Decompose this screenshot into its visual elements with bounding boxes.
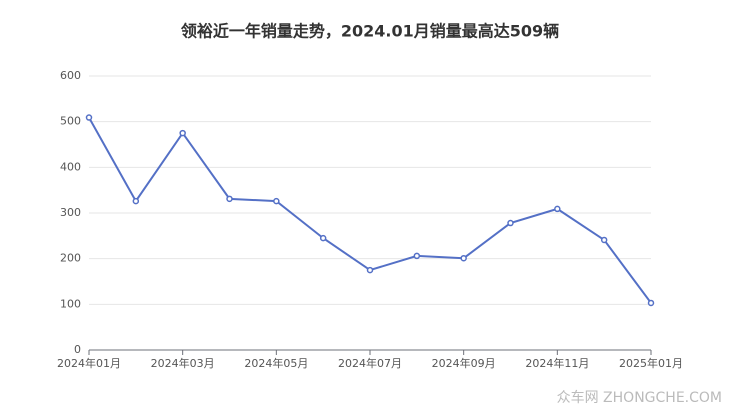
line [88, 117, 652, 304]
point [600, 236, 608, 244]
y-tick-label: 400 [60, 160, 81, 173]
watermark: 众车网 ZHONGCHE.COM [557, 389, 722, 406]
point [460, 254, 467, 262]
y-tick-label: 0 [74, 343, 81, 356]
point [507, 219, 514, 227]
y-tick-label: 600 [60, 69, 81, 82]
point [132, 197, 140, 205]
x-tick-label: 2024年05月 [244, 356, 308, 370]
y-tick-label: 300 [60, 206, 81, 219]
y-tick-label: 200 [60, 252, 81, 265]
point [413, 252, 421, 260]
point [554, 205, 561, 213]
x-tick-label: 2024年09月 [432, 356, 496, 370]
point [273, 197, 280, 205]
x-tick-label: 2024年11月 [525, 356, 589, 370]
point [226, 195, 233, 203]
y-tick-label: 500 [60, 115, 81, 128]
chart-title: 领裕近一年销量走势，2024.01月销量最高达509辆 [181, 22, 559, 41]
point [319, 234, 327, 242]
point [366, 266, 374, 274]
x-tick-label: 2024年07月 [338, 356, 402, 370]
point [179, 129, 186, 137]
x-tick-label: 2024年03月 [151, 356, 215, 370]
point [85, 114, 93, 121]
y-tick-label: 100 [60, 297, 81, 310]
point [647, 299, 655, 307]
x-tick-label: 2024年01月 [57, 356, 121, 370]
x-tick-label: 2025年01月 [619, 356, 683, 370]
